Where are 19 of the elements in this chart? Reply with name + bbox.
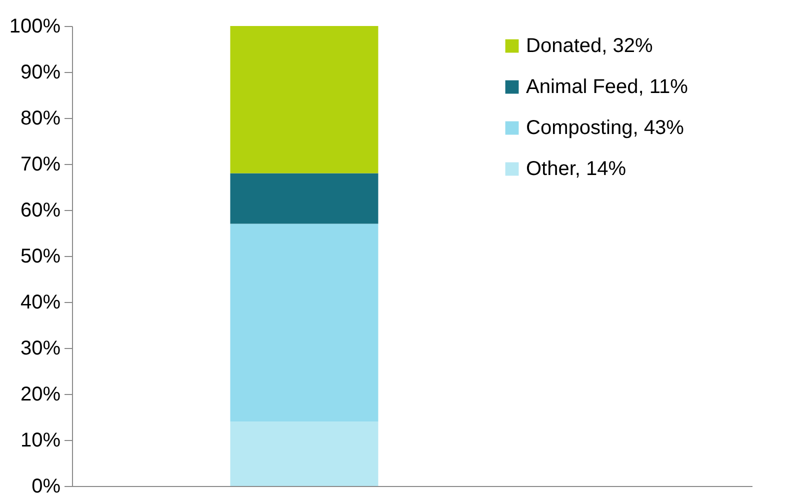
bar	[230, 26, 378, 174]
y-tick-label: 80%	[20, 108, 61, 130]
y-tick-label: 70%	[20, 154, 61, 176]
y-tick-label: 100%	[9, 16, 61, 38]
y-tick-label: 0%	[32, 476, 61, 497]
y-tick-label: 50%	[20, 246, 61, 268]
y-tick-label: 60%	[20, 200, 61, 222]
y-tick-label: 90%	[20, 62, 61, 84]
bar	[230, 224, 378, 422]
y-tick-label: 30%	[20, 338, 61, 360]
legend-label: Other, 14%	[526, 158, 626, 180]
y-tick-label: 10%	[20, 430, 61, 452]
bar	[230, 173, 378, 224]
y-tick-label: 40%	[20, 292, 61, 314]
bar	[230, 422, 378, 486]
legend-label: Donated, 32%	[526, 35, 653, 57]
y-tick-label: 20%	[20, 384, 61, 406]
legend-label: Animal Feed, 11%	[526, 76, 688, 98]
legend-label: Composting, 43%	[526, 117, 684, 139]
